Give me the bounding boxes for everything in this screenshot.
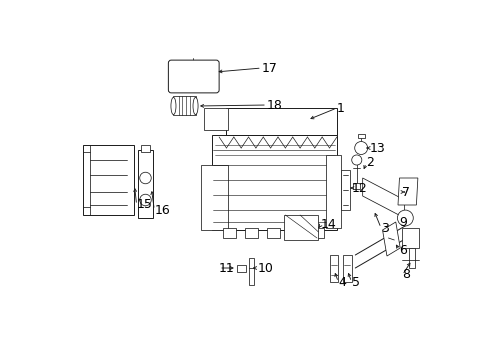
Polygon shape xyxy=(141,145,150,152)
Polygon shape xyxy=(342,255,351,282)
Polygon shape xyxy=(362,178,404,218)
Ellipse shape xyxy=(104,191,113,199)
Text: 7: 7 xyxy=(401,185,409,198)
Text: 10: 10 xyxy=(257,261,273,274)
Polygon shape xyxy=(408,248,414,268)
Text: 12: 12 xyxy=(351,181,366,194)
Text: 9: 9 xyxy=(399,216,407,229)
Circle shape xyxy=(140,194,151,206)
Text: 3: 3 xyxy=(380,221,388,234)
Text: 11: 11 xyxy=(219,261,234,274)
Polygon shape xyxy=(226,108,336,135)
Text: 5: 5 xyxy=(351,275,359,288)
Circle shape xyxy=(351,155,361,165)
Polygon shape xyxy=(266,228,280,238)
Circle shape xyxy=(354,141,367,154)
Ellipse shape xyxy=(193,97,198,114)
Text: 13: 13 xyxy=(369,141,385,154)
Polygon shape xyxy=(244,228,258,238)
Text: 18: 18 xyxy=(266,99,282,112)
FancyBboxPatch shape xyxy=(168,60,219,93)
Polygon shape xyxy=(310,228,324,238)
Polygon shape xyxy=(288,228,302,238)
Polygon shape xyxy=(382,222,399,256)
Polygon shape xyxy=(357,134,364,138)
Text: 15: 15 xyxy=(136,198,152,211)
Text: 17: 17 xyxy=(261,62,277,75)
Text: 14: 14 xyxy=(320,219,336,231)
Text: 8: 8 xyxy=(402,269,409,282)
Polygon shape xyxy=(325,155,340,228)
Polygon shape xyxy=(352,183,360,189)
Polygon shape xyxy=(173,96,195,115)
Text: 4: 4 xyxy=(338,275,346,288)
Polygon shape xyxy=(397,178,417,205)
Polygon shape xyxy=(284,215,318,240)
Polygon shape xyxy=(340,170,349,210)
Polygon shape xyxy=(83,145,134,215)
Polygon shape xyxy=(223,228,236,238)
Ellipse shape xyxy=(171,97,176,114)
Polygon shape xyxy=(236,265,245,272)
Polygon shape xyxy=(204,108,227,130)
Text: 1: 1 xyxy=(336,102,344,114)
Circle shape xyxy=(397,210,412,226)
Text: 16: 16 xyxy=(154,203,170,216)
Polygon shape xyxy=(138,150,153,218)
Polygon shape xyxy=(200,165,227,230)
Polygon shape xyxy=(211,135,336,230)
Circle shape xyxy=(140,172,151,184)
Text: 2: 2 xyxy=(366,157,373,170)
Polygon shape xyxy=(401,228,419,248)
Polygon shape xyxy=(248,258,254,285)
Text: 6: 6 xyxy=(399,243,407,256)
Polygon shape xyxy=(329,255,338,282)
Ellipse shape xyxy=(104,166,113,174)
